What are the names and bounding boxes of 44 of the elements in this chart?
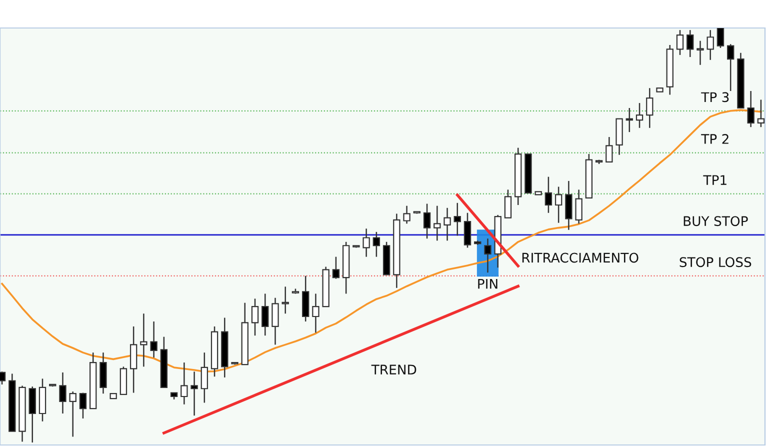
candlestick	[727, 44, 734, 92]
ref-line-label: STOP LOSS	[680, 257, 752, 268]
candlestick	[372, 231, 380, 258]
candlestick	[332, 256, 340, 280]
candlestick	[646, 87, 654, 129]
candlestick	[69, 390, 76, 438]
candlestick	[626, 107, 633, 133]
candlestick	[59, 372, 66, 414]
candlestick	[140, 312, 148, 368]
annotation: RITRACCIAMENTO	[522, 252, 638, 263]
candlestick	[434, 205, 441, 242]
candlestick	[716, 28, 724, 49]
candlestick	[200, 352, 208, 404]
candlestick	[180, 362, 188, 406]
candlestick	[544, 176, 552, 214]
candlestick	[251, 298, 259, 336]
candlestick	[747, 90, 754, 128]
ref-line-label: TP1	[703, 175, 726, 185]
candlestick	[484, 238, 492, 274]
candlestick	[575, 189, 582, 224]
candlestick	[636, 102, 644, 129]
candlestick	[79, 392, 87, 420]
ref-line-label: TP 3	[701, 92, 729, 102]
candlestick	[554, 186, 562, 224]
ref-line-label: TP 2	[701, 134, 728, 144]
candlestick	[444, 207, 451, 242]
ref-line-label: BUY STOP	[684, 216, 748, 226]
candlestick	[686, 29, 694, 58]
candlestick	[362, 228, 370, 258]
candlestick	[0, 371, 6, 386]
candlestick	[150, 320, 158, 358]
candlestick	[403, 205, 410, 224]
candlestick	[606, 136, 613, 163]
candlestick	[696, 40, 704, 66]
candlestick	[423, 203, 431, 240]
annotation: TREND	[371, 364, 416, 374]
candlestick	[312, 293, 320, 334]
candlestick	[262, 293, 269, 336]
candlestick	[190, 371, 198, 416]
annotation: PIN	[478, 279, 498, 289]
candlestick	[504, 189, 512, 218]
candlestick	[464, 212, 472, 248]
candlestick	[272, 297, 279, 346]
candlestick	[454, 202, 461, 236]
